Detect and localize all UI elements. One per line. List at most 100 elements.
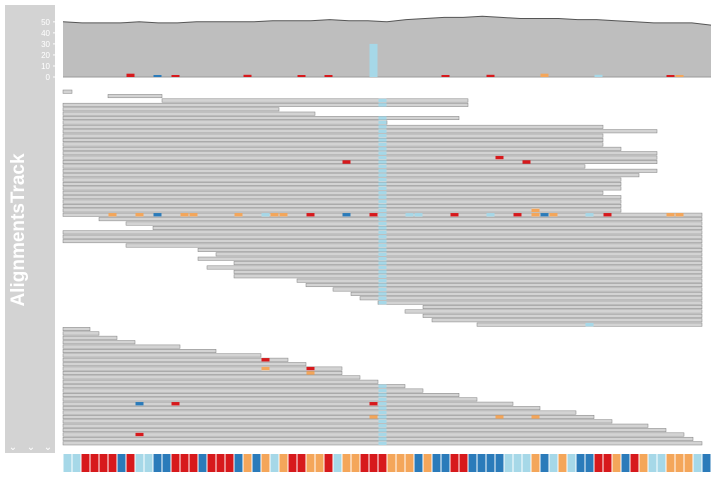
mismatch <box>369 213 378 217</box>
collapse-chevron-2[interactable]: ⌄ <box>27 442 35 453</box>
sequence-base <box>702 454 711 472</box>
consensus-mismatch <box>378 239 387 243</box>
consensus-mismatch <box>378 278 387 283</box>
mismatch <box>486 213 495 217</box>
read <box>359 296 703 301</box>
coverage-variant-bar <box>171 75 180 77</box>
mismatch <box>135 402 144 406</box>
consensus-mismatch <box>378 164 387 169</box>
sequence-base <box>630 454 639 472</box>
consensus-mismatch <box>378 393 387 397</box>
read <box>62 133 604 138</box>
sequence-base <box>162 454 171 472</box>
sequence-base <box>378 454 387 472</box>
sequence-base <box>558 454 567 472</box>
sequence-base <box>432 454 441 472</box>
mismatch <box>189 213 198 217</box>
sequence-base <box>693 454 702 472</box>
sequence-base <box>540 454 549 472</box>
sequence-base <box>387 454 396 472</box>
mismatch <box>495 415 504 419</box>
sequence-base <box>459 454 468 472</box>
reads-area <box>62 89 703 446</box>
sequence-base <box>180 454 189 472</box>
read <box>233 274 703 279</box>
read <box>62 423 649 428</box>
consensus-mismatch <box>378 204 387 208</box>
mismatch <box>261 358 270 362</box>
consensus-mismatch <box>378 217 387 221</box>
read <box>62 357 289 362</box>
read <box>62 379 379 384</box>
consensus-mismatch <box>378 397 387 402</box>
coverage-variant-bar <box>441 75 450 77</box>
mismatch <box>405 213 414 217</box>
consensus-mismatch <box>378 235 387 239</box>
consensus-mismatch <box>378 419 387 424</box>
consensus-mismatch <box>378 213 387 217</box>
consensus-mismatch <box>378 226 387 230</box>
read <box>62 340 136 345</box>
mismatches-layer <box>108 155 684 437</box>
mismatch <box>306 213 315 217</box>
collapse-chevron-3[interactable]: ⌄ <box>44 442 52 453</box>
consensus-mismatch <box>378 410 387 415</box>
sequence-base <box>81 454 90 472</box>
consensus-mismatch <box>378 199 387 204</box>
consensus-mismatch <box>378 125 387 129</box>
sequence-base <box>351 454 360 472</box>
sequence-base <box>486 454 495 472</box>
read <box>62 168 658 173</box>
read <box>431 318 703 323</box>
consensus-mismatch <box>378 221 387 226</box>
read <box>62 349 217 353</box>
consensus-mismatch <box>378 432 387 437</box>
consensus-mismatch <box>378 98 387 103</box>
read <box>62 414 595 419</box>
axis-tick-label: 20 <box>41 51 50 60</box>
sequence-base <box>414 454 423 472</box>
sequence-base <box>117 454 126 472</box>
track-title-panel <box>5 5 55 453</box>
sequence-base <box>189 454 198 472</box>
consensus-mismatch <box>378 384 387 388</box>
consensus-mismatch <box>378 252 387 257</box>
consensus-mismatch <box>378 169 387 173</box>
coverage-variant-bar <box>243 74 252 77</box>
consensus-mismatch <box>378 270 387 274</box>
sequence-base <box>495 454 504 472</box>
mismatch <box>261 213 270 217</box>
consensus-mismatch <box>378 428 387 432</box>
mismatch <box>495 155 504 160</box>
consensus-mismatch <box>378 142 387 147</box>
collapse-chevron-1[interactable]: ⌄ <box>9 442 17 453</box>
read <box>62 129 658 134</box>
sequence-base <box>513 454 522 472</box>
consensus-mismatch <box>378 133 387 138</box>
sequence-base <box>666 454 675 472</box>
sequence-base <box>405 454 414 472</box>
mismatch <box>549 213 558 217</box>
consensus-mismatch <box>378 424 387 428</box>
mismatch <box>135 432 144 437</box>
consensus-mismatch <box>378 230 387 235</box>
sequence-base <box>279 454 288 472</box>
sequence-base <box>657 454 666 472</box>
read <box>107 94 163 99</box>
track-title: AlignmentsTrack <box>8 153 29 307</box>
mismatch <box>603 213 612 217</box>
mismatch <box>279 213 288 217</box>
sequence-base <box>225 454 234 472</box>
read <box>98 217 703 222</box>
mismatch <box>171 402 180 406</box>
sequence-base <box>63 454 72 472</box>
consensus-mismatch <box>378 116 387 120</box>
read <box>197 247 703 252</box>
coverage-variant-bar <box>594 74 603 77</box>
read <box>62 177 622 182</box>
coverage-variant-bar <box>126 73 135 77</box>
read <box>152 225 703 230</box>
mismatch <box>342 213 351 217</box>
mismatch <box>531 208 540 213</box>
